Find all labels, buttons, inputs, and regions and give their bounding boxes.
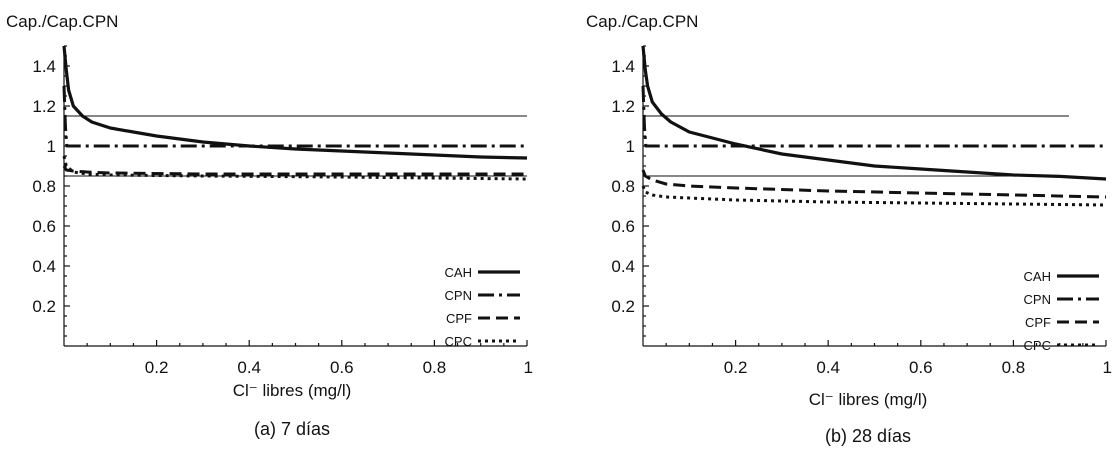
series-line-cpf <box>62 165 527 176</box>
y-tick-label: 0.2 <box>32 297 56 316</box>
y-tick-label: 1.4 <box>32 57 56 76</box>
chart-panel-1: 0.2 0.4 0.6 0.8 1 1.2 1.4 0.2 0.4 0.6 0.8 1 CAH CPN CP… <box>6 12 533 439</box>
y-axis-label: Cap./Cap.CPN <box>586 12 698 31</box>
series-line-cpf <box>641 169 1107 199</box>
x-axis-label: Cl⁻ libres (mg/l) <box>809 390 928 409</box>
x-tick-label: 1 <box>524 358 533 377</box>
series-line-cpn <box>641 85 1106 148</box>
legend-label-cpf: CPF <box>446 311 472 326</box>
x-axis-label: Cl⁻ libres (mg/l) <box>233 381 352 400</box>
series-line-cpn <box>62 85 527 148</box>
x-tick-label: 0.6 <box>909 358 933 377</box>
x-tick-label: 0.2 <box>724 358 748 377</box>
y-tick-label: 1 <box>47 137 56 156</box>
y-tick-label: 0.2 <box>611 297 635 316</box>
x-tick-label: 0.2 <box>145 358 169 377</box>
y-tick-label: 1.2 <box>611 97 635 116</box>
y-tick-label: 0.6 <box>611 217 635 236</box>
y-tick-label: 1.4 <box>611 57 635 76</box>
y-tick-label: 1 <box>626 137 635 156</box>
legend: CAH CPN CPF CPC <box>445 265 520 349</box>
legend-label-cpf: CPF <box>1025 315 1051 330</box>
legend-label-cah: CAH <box>445 265 472 280</box>
series-line-cah <box>62 45 528 160</box>
legend-label-cpc: CPC <box>445 334 472 349</box>
x-tick-label: 0.8 <box>423 358 447 377</box>
panel-caption: (a) 7 días <box>254 419 330 439</box>
legend-label-cah: CAH <box>1024 269 1051 284</box>
series-line-cpc <box>641 185 1107 207</box>
x-tick-label: 0.6 <box>330 358 354 377</box>
y-tick-label: 0.6 <box>32 217 56 236</box>
y-tick-label: 0.4 <box>32 257 56 276</box>
legend: CAH CPN CPF CPC <box>1024 269 1099 353</box>
series-line-cah <box>641 45 1107 181</box>
legend-label-cpn: CPN <box>445 288 472 303</box>
x-tick-label: 1 <box>1103 358 1112 377</box>
chart-panel-2: 0.2 0.4 0.6 0.8 1 1.2 1.4 0.2 0.4 0.6 0.8 1 CAH CPN CP… <box>586 12 1112 446</box>
legend-label-cpn: CPN <box>1024 292 1051 307</box>
x-tick-label: 0.4 <box>816 358 840 377</box>
panel-caption: (b) 28 días <box>825 426 911 446</box>
y-tick-label: 0.4 <box>611 257 635 276</box>
x-tick-label: 0.4 <box>237 358 261 377</box>
x-tick-label: 0.8 <box>1002 358 1026 377</box>
y-tick-label: 0.8 <box>32 177 56 196</box>
y-axis-label: Cap./Cap.CPN <box>6 12 118 31</box>
y-tick-label: 1.2 <box>32 97 56 116</box>
y-tick-label: 0.8 <box>611 177 635 196</box>
legend-label-cpc: CPC <box>1024 338 1051 353</box>
